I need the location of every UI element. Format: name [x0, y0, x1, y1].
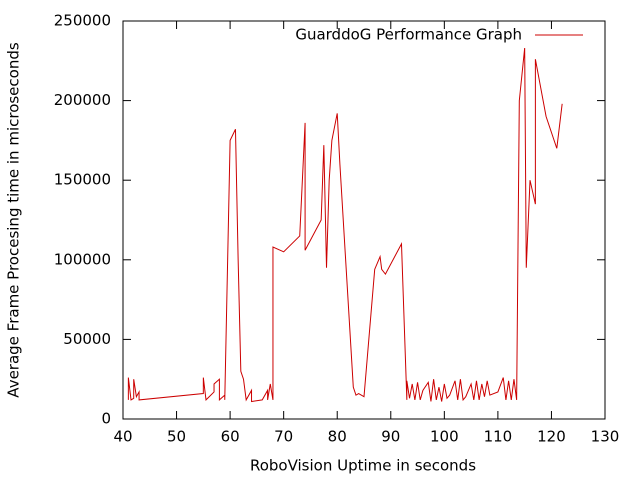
legend-label: GuarddoG Performance Graph	[295, 26, 522, 44]
x-tick-label: 110	[484, 428, 513, 446]
data-line	[127, 48, 563, 403]
x-tick-label: 130	[591, 428, 620, 446]
x-tick-label: 70	[274, 428, 293, 446]
y-tick-label: 100000	[54, 250, 111, 268]
x-axis-label: RoboVision Uptime in seconds	[250, 457, 476, 475]
x-tick-label: 50	[167, 428, 186, 446]
y-tick-label: 50000	[63, 330, 111, 348]
x-tick-label: 40	[113, 428, 132, 446]
y-tick-label: 150000	[54, 171, 111, 189]
x-tick-label: 60	[221, 428, 240, 446]
plot-border	[122, 20, 606, 420]
x-tick-label: 90	[381, 428, 400, 446]
y-axis-label: Average Frame Procesing time in microsec…	[5, 42, 23, 398]
y-tick-label: 250000	[54, 12, 111, 30]
x-tick-label: 80	[328, 428, 347, 446]
y-tick-label: 200000	[54, 91, 111, 109]
y-tick-label: 0	[101, 410, 111, 428]
x-tick-label: 120	[537, 428, 566, 446]
x-tick-label: 100	[430, 428, 459, 446]
